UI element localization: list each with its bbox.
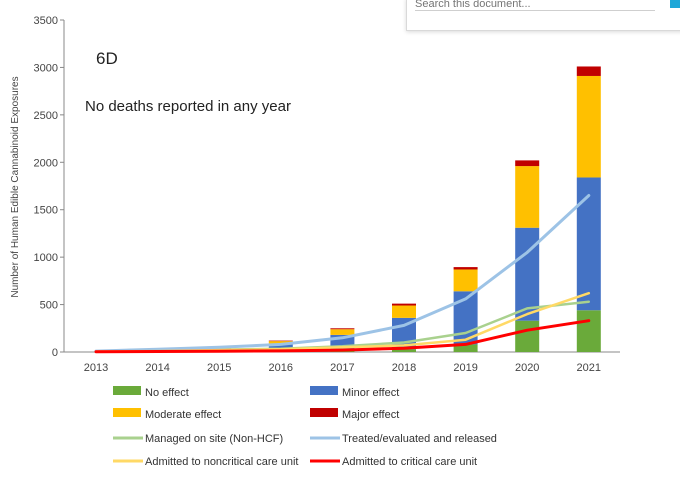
- search-button[interactable]: [670, 0, 680, 8]
- bar-segment: [453, 267, 478, 270]
- chart-annotation: No deaths reported in any year: [85, 98, 291, 115]
- y-tick-label: 1000: [34, 252, 58, 264]
- bar-segment: [576, 177, 601, 311]
- legend-swatch: [310, 386, 338, 395]
- bar-segment: [268, 340, 293, 342]
- search-input[interactable]: [415, 0, 655, 11]
- x-tick-label: 2019: [453, 362, 477, 374]
- y-tick-label: 2500: [34, 110, 58, 122]
- legend: No effect Minor effect Moderate effect Majo…: [113, 386, 497, 468]
- x-tick-label: 2021: [577, 362, 601, 374]
- x-tick-label: 2015: [207, 362, 231, 374]
- legend-label: Minor effect: [342, 387, 399, 399]
- lines: [94, 194, 591, 354]
- x-tick-label: 2020: [515, 362, 539, 374]
- bar-segment: [453, 344, 478, 352]
- bar-segment: [515, 320, 540, 352]
- legend-swatch: [113, 408, 141, 417]
- bar-segment: [515, 160, 540, 167]
- y-tick-label: 3000: [34, 62, 58, 74]
- legend-label: Major effect: [342, 409, 399, 421]
- y-tick-label: 1500: [34, 205, 58, 217]
- y-tick-label: 3500: [34, 15, 58, 27]
- legend-label: No effect: [145, 387, 189, 399]
- bar-segment: [330, 329, 355, 335]
- legend-swatch: [310, 408, 338, 417]
- x-tick-label: 2017: [330, 362, 354, 374]
- panel-label: 6D: [96, 49, 118, 68]
- y-tick-label: 0: [52, 347, 58, 359]
- x-tick-label: 2014: [145, 362, 169, 374]
- bar-segment: [392, 305, 416, 318]
- bar-segment: [392, 303, 416, 306]
- x-tick-label: 2013: [84, 362, 108, 374]
- legend-swatch: [113, 386, 141, 395]
- y-tick-label: 500: [40, 300, 58, 312]
- series-line: [94, 194, 591, 353]
- y-tick-label: 2000: [34, 157, 58, 169]
- legend-label: Admitted to critical care unit: [342, 456, 477, 468]
- bar-segment: [576, 310, 601, 352]
- bar-segment: [515, 166, 540, 228]
- legend-label: Admitted to noncritical care unit: [145, 456, 298, 468]
- legend-label: Managed on site (Non-HCF): [145, 433, 283, 445]
- legend-label: Moderate effect: [145, 409, 221, 421]
- x-tick-label: 2016: [269, 362, 293, 374]
- bar-segment: [268, 341, 293, 345]
- bar-segment: [453, 269, 478, 292]
- y-axis-label: Number of Human Edible Cannabinoid Expos…: [10, 76, 21, 297]
- bar-segment: [330, 328, 355, 330]
- x-tick-label: 2018: [392, 362, 416, 374]
- axes: 0 500 1000 1500 2000 2500 3000 3500 2013 2014 2015…: [34, 15, 620, 374]
- series-line: [94, 319, 591, 354]
- bar-segment: [576, 66, 601, 76]
- bar-segment: [392, 349, 416, 352]
- bar-segment: [576, 75, 601, 178]
- search-box: [406, 0, 680, 31]
- legend-label: Treated/evaluated and released: [342, 433, 497, 445]
